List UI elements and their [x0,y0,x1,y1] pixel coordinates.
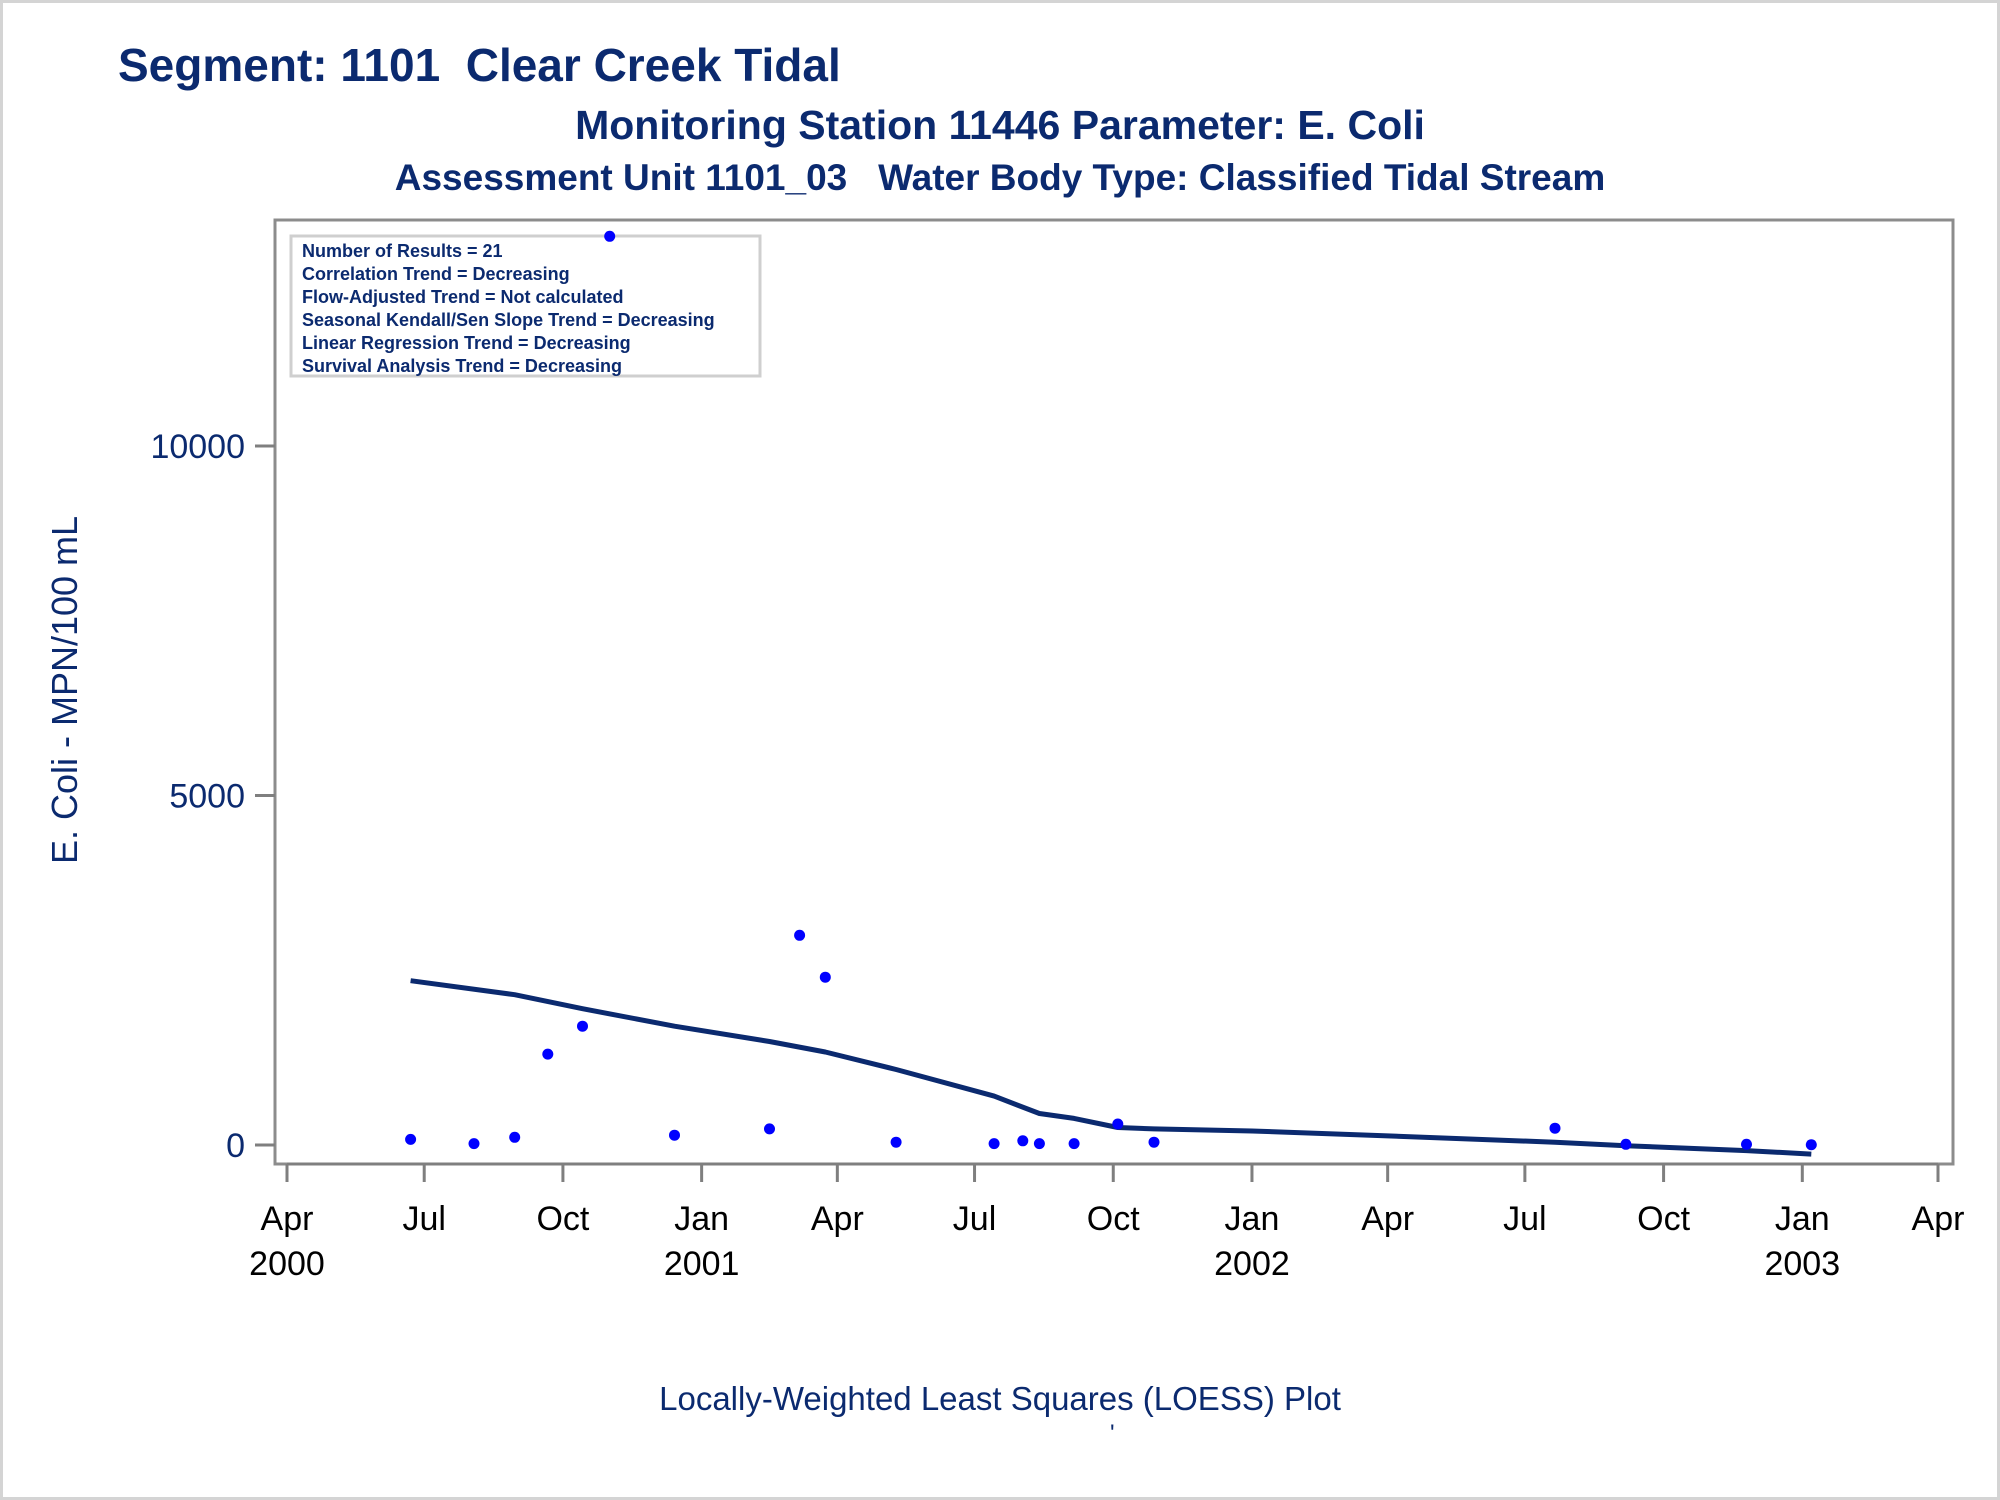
y-axis: 0 5000 10000 [150,428,275,1165]
y-tick-label: 10000 [150,428,245,466]
data-point [1549,1122,1561,1134]
data-point [1017,1135,1029,1147]
x-tick-year-label: 2001 [664,1245,740,1283]
data-point [542,1048,554,1060]
x-tick-month-label: Jan [1225,1200,1280,1238]
x-tick-month-label: Jul [1503,1200,1546,1238]
data-point [577,1020,588,1032]
x-tick-month-label: Apr [811,1200,864,1238]
legend-box [289,234,762,378]
x-tick-year-label: 2002 [1214,1245,1290,1283]
x-tick-month-label: Apr [261,1200,314,1238]
chart-title: Segment: 1101 Clear Creek Tidal [118,39,841,91]
data-point [468,1138,480,1150]
legend-line: Number of Results = 21 [302,241,503,261]
x-tick-year-label: 2003 [1764,1245,1840,1283]
x-tick-month-label: Jul [953,1200,996,1238]
loess-line-layer [410,978,1812,1157]
legend-line: Survival Analysis Trend = Decreasing [302,356,622,376]
data-point [509,1131,521,1143]
data-points-layer [405,230,1817,1151]
x-tick-year-label: 2000 [249,1245,325,1283]
x-tick-month-label: Oct [536,1200,589,1238]
loess-trend-line [410,978,1812,1157]
x-tick-month-label: Oct [1087,1200,1140,1238]
data-point [988,1138,1000,1150]
x-tick-month-label: Apr [1912,1200,1965,1238]
x-tick-month-label: Apr [1361,1200,1414,1238]
y-axis-label: E. Coli - MPN/100 mL [44,516,85,864]
chart-subtitle-station: Monitoring Station 11446 Parameter: E. C… [575,102,1425,148]
legend-line: Correlation Trend = Decreasing [302,264,570,284]
y-tick-label: 0 [226,1127,245,1165]
data-point [1068,1138,1080,1150]
x-tick-month-label: Jan [1775,1200,1830,1238]
footnote: Locally-Weighted Least Squares (LOESS) P… [659,1380,1341,1417]
data-point [819,971,831,983]
data-point [1112,1118,1124,1130]
trend-legend: Number of Results = 21 Correlation Trend … [289,234,762,378]
data-point [1805,1139,1817,1151]
x-axis: Apr 2000 Jul Oct Jan 2001 Apr Jul Oct Jan 2002 Apr J… [249,1162,1965,1283]
footnote-mark: ' [1110,1420,1115,1447]
chart-subtitle-assessment: Assessment Unit 1101_03 Water Body Type:… [394,157,1606,198]
data-point [890,1136,902,1148]
data-point [604,230,616,242]
legend-line: Seasonal Kendall/Sen Slope Trend = Decre… [302,310,715,330]
legend-line: Linear Regression Trend = Decreasing [302,333,631,353]
x-tick-month-label: Jul [402,1200,445,1238]
data-point [764,1123,775,1135]
data-point [405,1133,417,1145]
data-point [1741,1138,1752,1150]
data-point [669,1129,680,1141]
x-tick-month-label: Oct [1637,1200,1690,1238]
data-point [794,929,806,941]
x-tick-month-label: Jan [674,1200,729,1238]
data-point [1148,1136,1160,1148]
data-point [1033,1138,1045,1150]
legend-line: Flow-Adjusted Trend = Not calculated [302,287,624,307]
y-tick-label: 5000 [169,778,245,816]
data-point [1620,1138,1632,1150]
